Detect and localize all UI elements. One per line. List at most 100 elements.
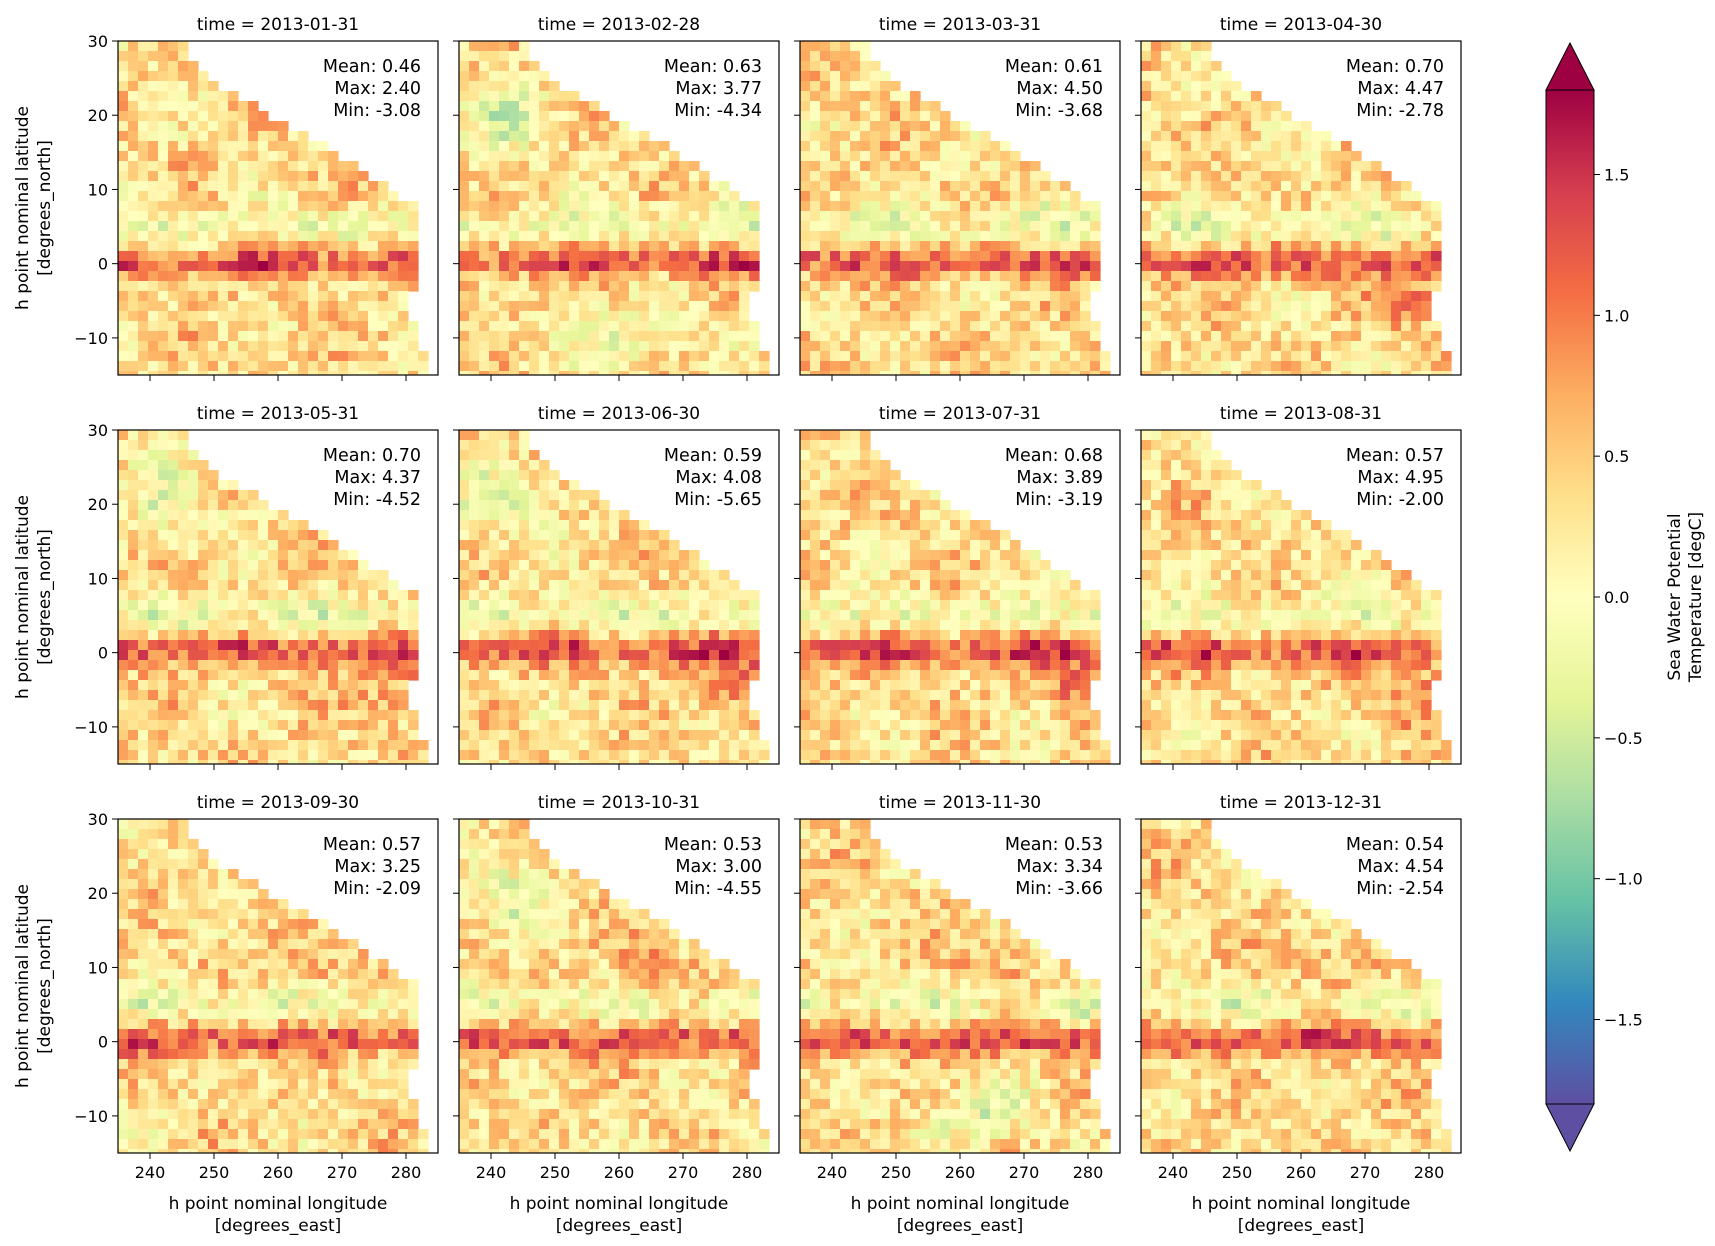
stat-max: Max: 4.08 [675, 468, 762, 488]
x-tick-label: 280 [732, 1163, 763, 1182]
y-tick-label: −10 [74, 329, 108, 348]
panel-title: time = 2013-07-31 [879, 404, 1041, 424]
x-axis-label-units: [degrees_east] [1238, 1216, 1365, 1236]
stat-mean: Mean: 0.53 [1005, 835, 1103, 855]
x-tick-label: 240 [817, 1163, 848, 1182]
stat-min: Min: -2.00 [1356, 490, 1444, 510]
x-axis-label: h point nominal longitude [169, 1194, 388, 1214]
x-tick-label: 250 [540, 1163, 571, 1182]
y-tick-label: −10 [74, 1107, 108, 1126]
y-tick-label: 20 [88, 106, 108, 125]
colorbar-label: Sea Water Potential [1665, 513, 1685, 680]
x-tick-label: 260 [263, 1163, 294, 1182]
stat-mean: Mean: 0.70 [323, 446, 421, 466]
x-axis-label: h point nominal longitude [510, 1194, 729, 1214]
x-tick-label: 250 [199, 1163, 230, 1182]
y-tick-label: 0 [98, 255, 108, 274]
panel-1: 30 20 10 0 −10 time = 2013-01-31 Mean: 0.46Max… [13, 15, 439, 381]
stat-min: Min: -4.55 [674, 879, 762, 899]
stat-mean: Mean: 0.59 [664, 446, 762, 466]
stat-max: Max: 4.47 [1357, 79, 1444, 99]
stat-max: Max: 4.50 [1016, 79, 1103, 99]
stat-min: Min: -2.78 [1356, 101, 1444, 121]
panel-title: time = 2013-08-31 [1220, 404, 1382, 424]
y-tick-label: 10 [88, 180, 108, 199]
colorbar-tick-label: 1.0 [1604, 306, 1629, 325]
stat-mean: Mean: 0.70 [1346, 57, 1444, 77]
stat-min: Min: -3.08 [333, 101, 421, 121]
colorbar-tick-label: 1.5 [1604, 166, 1629, 185]
x-tick-label: 270 [668, 1163, 699, 1182]
stat-min: Min: -5.65 [674, 490, 762, 510]
heatmap-cells [118, 819, 429, 1153]
panel-10: 240 250 260 270 280 time = 2013-10-31 Mean: 0.… [453, 793, 780, 1236]
y-axis-label: h point nominal latitude [13, 884, 33, 1088]
stat-min: Min: -3.68 [1015, 101, 1103, 121]
x-tick-label: 280 [391, 1163, 422, 1182]
panel-11: 240 250 260 270 280 time = 2013-11-30 Mean: 0.… [794, 793, 1121, 1236]
x-tick-label: 260 [945, 1163, 976, 1182]
panel-9: 240 250 260 270 280 30 20 10 0 −10 time = 2013-09-… [13, 793, 439, 1236]
y-tick-label: 30 [88, 810, 108, 829]
heatmap-cells [800, 819, 1111, 1153]
colorbar-ramp [1545, 89, 1595, 1105]
panel-title: time = 2013-02-28 [538, 15, 700, 35]
y-tick-label: 30 [88, 32, 108, 51]
stat-mean: Mean: 0.61 [1005, 57, 1103, 77]
stat-min: Min: -3.66 [1015, 879, 1103, 899]
stat-max: Max: 3.00 [675, 857, 762, 877]
x-tick-label: 240 [1158, 1163, 1189, 1182]
x-axis-label-units: [degrees_east] [897, 1216, 1024, 1236]
colorbar-tick-label: −1.0 [1604, 870, 1643, 889]
colorbar-tick-label: −0.5 [1604, 729, 1643, 748]
x-tick-label: 260 [1286, 1163, 1317, 1182]
stat-mean: Mean: 0.68 [1005, 446, 1103, 466]
stat-max: Max: 3.34 [1016, 857, 1103, 877]
colorbar-label-units: Temperature [degC] [1686, 512, 1706, 683]
heatmap-cells [459, 41, 770, 375]
x-tick-label: 270 [1350, 1163, 1381, 1182]
x-axis-label-units: [degrees_east] [556, 1216, 683, 1236]
heatmap-cells [118, 41, 429, 375]
stat-mean: Mean: 0.63 [664, 57, 762, 77]
heatmap-cells [1141, 819, 1452, 1153]
colorbar-tick-label: 0.0 [1604, 588, 1629, 607]
panel-title: time = 2013-04-30 [1220, 15, 1382, 35]
stat-max: Max: 4.95 [1357, 468, 1444, 488]
panel-title: time = 2013-03-31 [879, 15, 1041, 35]
stat-max: Max: 2.40 [334, 79, 421, 99]
stat-min: Min: -4.34 [674, 101, 762, 121]
panel-title: time = 2013-12-31 [1220, 793, 1382, 813]
stat-mean: Mean: 0.46 [323, 57, 421, 77]
x-tick-label: 270 [1009, 1163, 1040, 1182]
x-tick-label: 280 [1414, 1163, 1445, 1182]
heatmap-cells [800, 41, 1111, 375]
heatmap-cells [800, 430, 1111, 764]
stat-min: Min: -4.52 [333, 490, 421, 510]
x-tick-label: 240 [135, 1163, 166, 1182]
y-axis-label: h point nominal latitude [13, 495, 33, 699]
stat-max: Max: 3.77 [675, 79, 762, 99]
colorbar-tick-label: 0.5 [1604, 447, 1629, 466]
y-axis-label-units: [degrees_north] [35, 529, 55, 665]
colorbar-extend-min [1545, 1103, 1595, 1153]
x-tick-label: 250 [881, 1163, 912, 1182]
x-tick-label: 260 [604, 1163, 635, 1182]
x-axis-label-units: [degrees_east] [215, 1216, 342, 1236]
heatmap-cells [118, 430, 429, 764]
y-axis-label-units: [degrees_north] [35, 140, 55, 276]
stat-max: Max: 4.54 [1357, 857, 1444, 877]
heatmap-cells [1141, 430, 1452, 764]
stat-min: Min: -2.54 [1356, 879, 1444, 899]
x-tick-label: 280 [1073, 1163, 1104, 1182]
y-tick-label: 0 [98, 644, 108, 663]
y-tick-label: 10 [88, 569, 108, 588]
panel-title: time = 2013-05-31 [197, 404, 359, 424]
